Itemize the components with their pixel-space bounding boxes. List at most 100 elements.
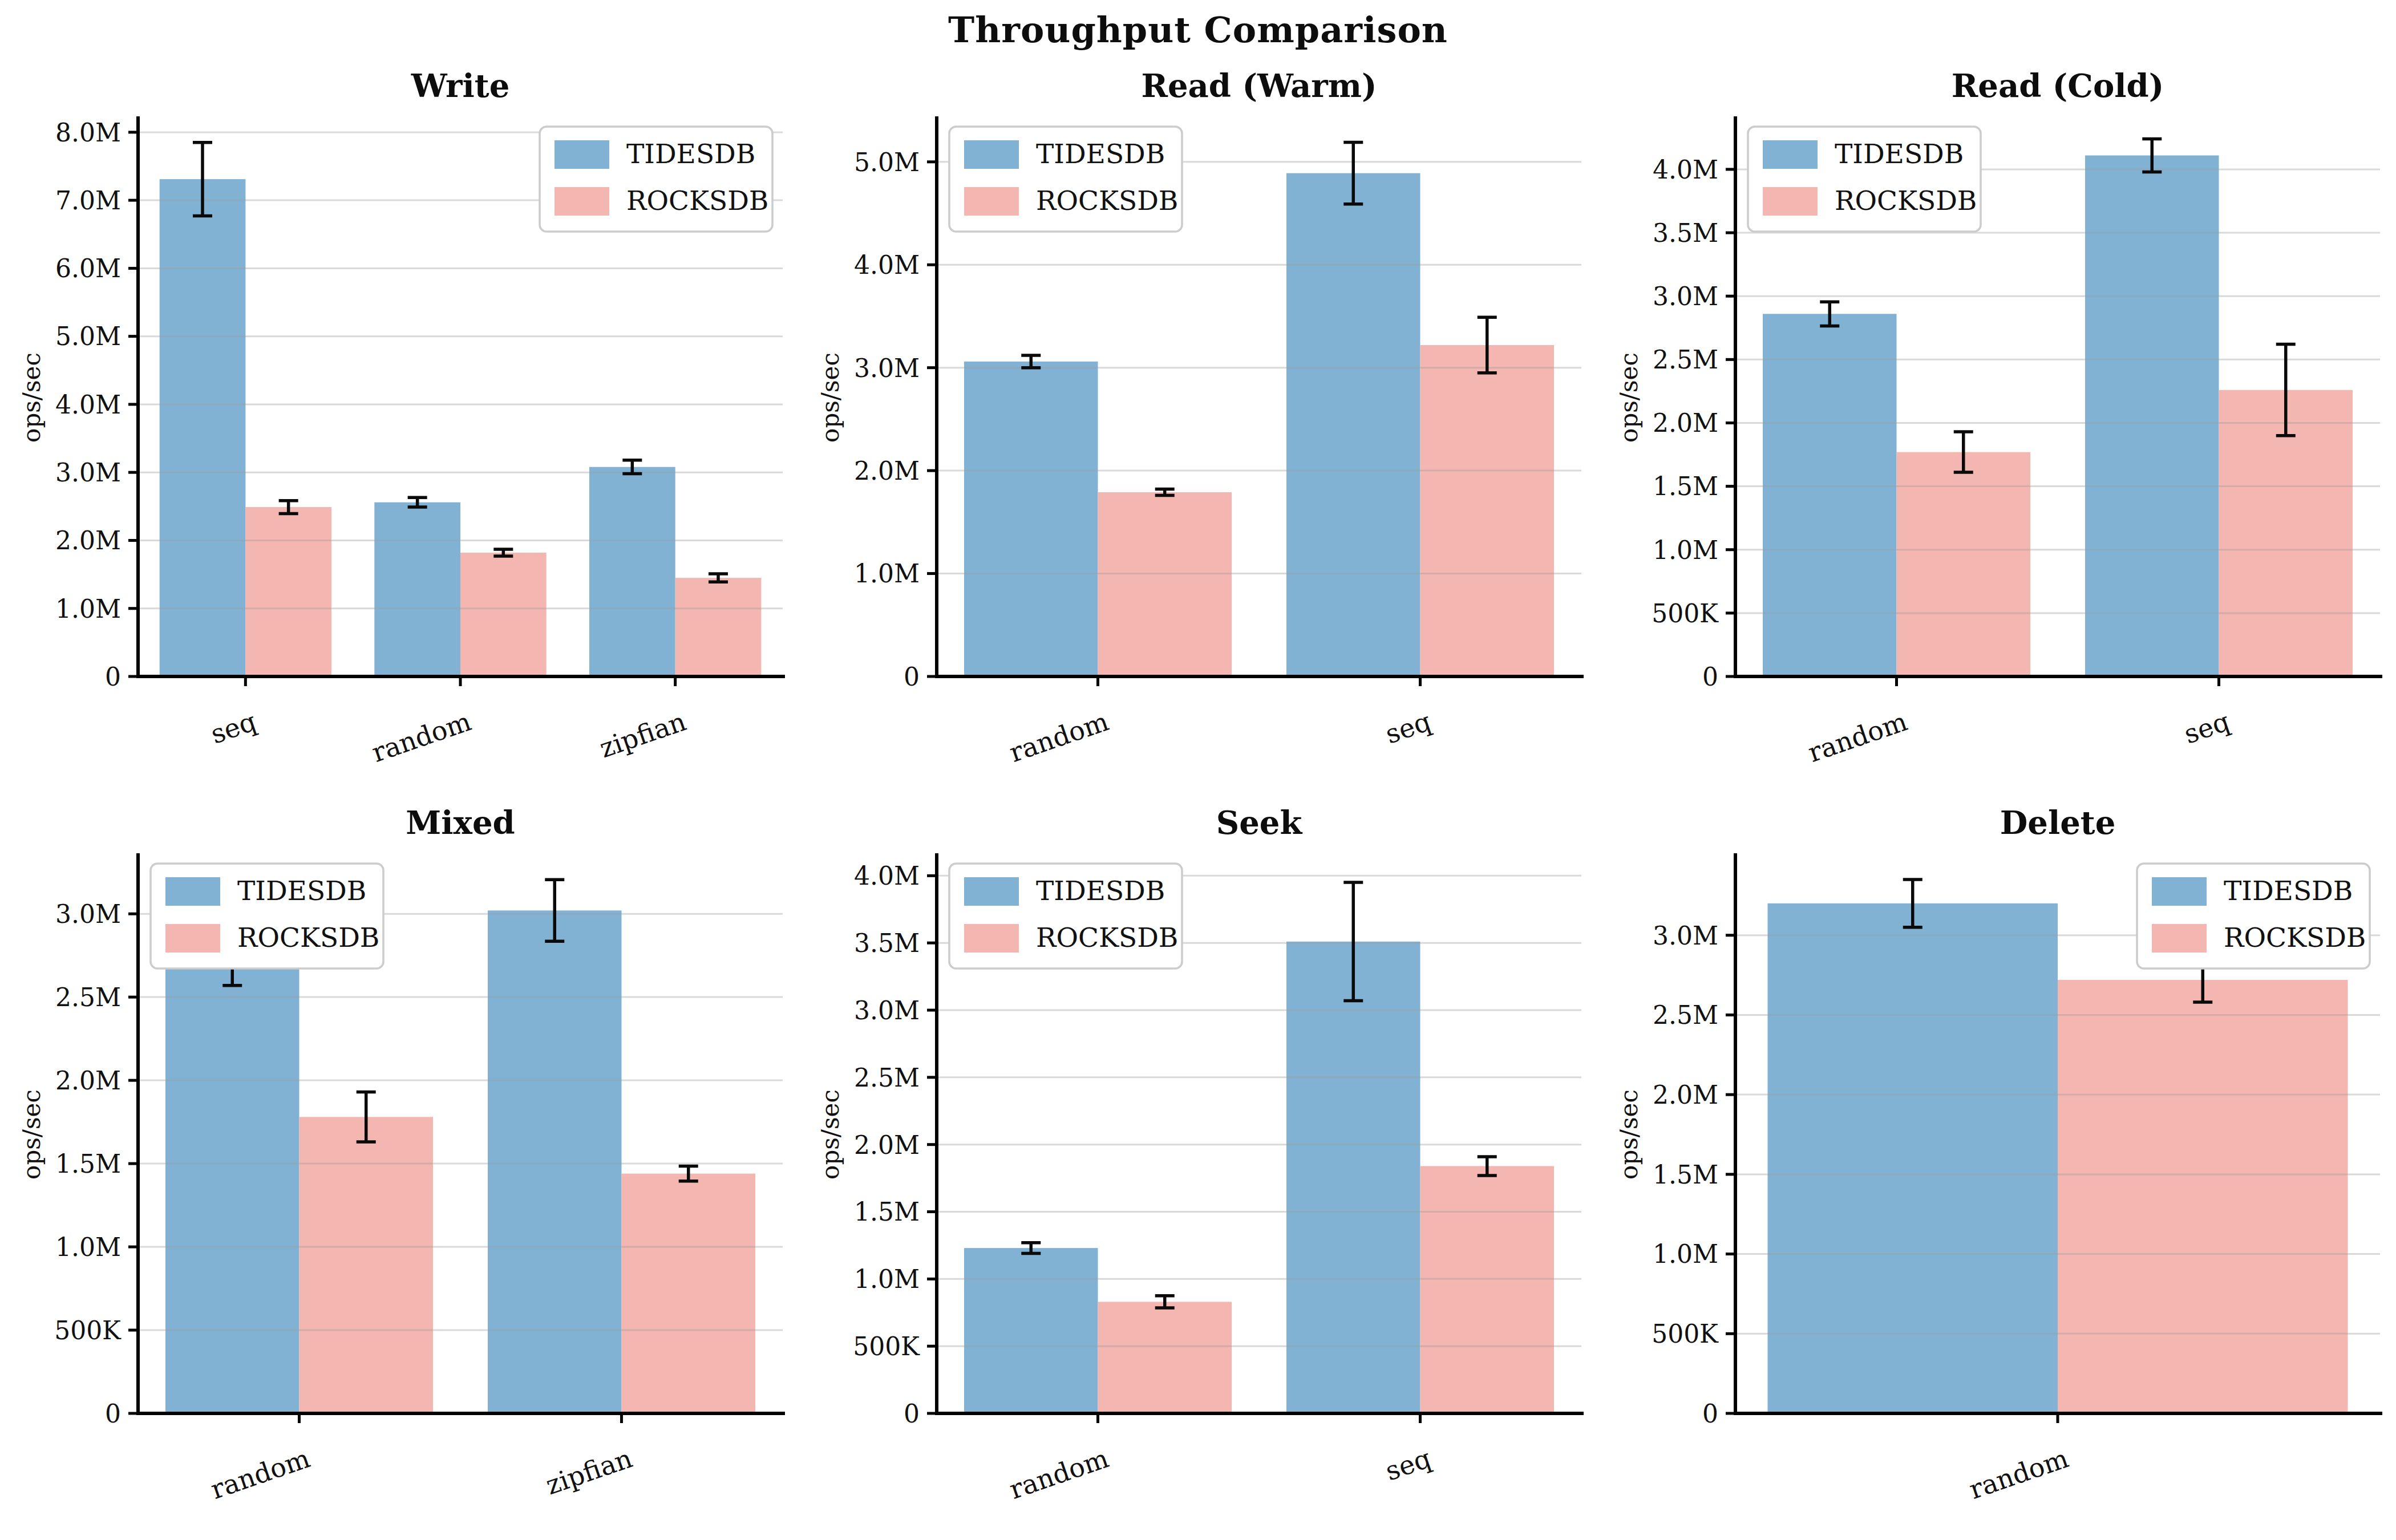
y-tick-label: 2.0M: [1653, 1080, 1718, 1109]
x-tick-label-seq: seq: [2180, 706, 2233, 749]
legend-swatch-rocksdb: [2152, 924, 2207, 953]
chart-seek: 0500K1.0M1.5M2.0M2.5M3.0M3.5M4.0Mrandoms…: [799, 801, 1597, 1538]
y-tick-label: 0: [1702, 662, 1718, 691]
legend-label-tidesdb: TIDESDB: [1036, 875, 1165, 906]
y-axis: 0500K1.0M1.5M2.0M2.5M3.0M: [1652, 921, 1735, 1428]
y-tick-label: 1.0M: [854, 559, 920, 588]
y-tick-label: 3.0M: [854, 996, 920, 1025]
bar-rocksdb-seq: [1420, 1166, 1555, 1413]
y-tick-label: 3.0M: [55, 899, 121, 929]
bar-tidesdb-random: [374, 502, 460, 676]
chart-read-warm: 01.0M2.0M3.0M4.0M5.0Mrandomseqops/secRea…: [799, 64, 1597, 801]
bar-tidesdb-random: [1763, 314, 1897, 676]
y-axis: 01.0M2.0M3.0M4.0M5.0M6.0M7.0M8.0M: [55, 118, 138, 691]
y-axis-label: ops/sec: [816, 352, 844, 443]
x-tick-label-seq: seq: [207, 706, 260, 749]
bars-layer: [160, 179, 762, 676]
y-tick-label: 0: [1702, 1399, 1718, 1428]
legend: TIDESDB ROCKSDB: [540, 127, 772, 232]
legend-label-tidesdb: TIDESDB: [2224, 875, 2353, 906]
x-tick-label-zipfian: zipfian: [542, 1442, 636, 1501]
bar-rocksdb-random: [460, 553, 547, 676]
x-axis: seqrandomzipfian: [207, 676, 690, 768]
y-tick-label: 1.5M: [1653, 472, 1718, 501]
bar-rocksdb-zipfian: [622, 1174, 756, 1413]
legend-label-tidesdb: TIDESDB: [237, 875, 366, 906]
y-tick-label: 2.0M: [55, 526, 121, 555]
chart-title: Delete: [2000, 804, 2116, 841]
legend: TIDESDBROCKSDB: [949, 127, 1182, 232]
legend: TIDESDB ROCKSDB: [1748, 127, 1981, 232]
chart-read-cold: 0500K1.0M1.5M2.0M2.5M3.0M3.5M4.0Mrandoms…: [1597, 64, 2396, 801]
legend-swatch-rocksdb: [964, 187, 1019, 216]
y-tick-label: 500K: [1652, 599, 1719, 628]
y-tick-label: 5.0M: [854, 148, 920, 177]
bars-layer: [964, 173, 1554, 676]
bar-rocksdb-random: [1098, 1302, 1232, 1413]
subplot-seek: 0500K1.0M1.5M2.0M2.5M3.0M3.5M4.0Mrandoms…: [799, 801, 1597, 1538]
legend-swatch-tidesdb: [964, 140, 1019, 169]
y-tick-label: 1.5M: [1653, 1160, 1718, 1189]
y-tick-label: 2.0M: [1653, 408, 1718, 437]
legend-swatch-tidesdb: [165, 877, 220, 906]
y-tick-label: 1.0M: [1653, 1239, 1718, 1269]
bar-tidesdb-random: [964, 1248, 1098, 1413]
y-tick-label: 2.0M: [55, 1066, 121, 1095]
y-tick-label: 2.5M: [55, 983, 121, 1012]
y-axis-label: ops/sec: [18, 352, 46, 443]
legend-swatch-tidesdb: [964, 877, 1019, 906]
chart-write: 01.0M2.0M3.0M4.0M5.0M6.0M7.0M8.0Mseqrand…: [0, 64, 799, 801]
legend: TIDESDB ROCKSDB: [151, 864, 383, 968]
bar-tidesdb-zipfian: [589, 467, 675, 676]
legend-label-rocksdb: ROCKSDB: [1835, 185, 1977, 216]
legend-label-tidesdb: TIDESDB: [626, 138, 755, 169]
chart-title: Mixed: [406, 804, 515, 841]
bar-tidesdb-zipfian: [488, 910, 622, 1413]
chart-title: Write: [411, 67, 510, 104]
x-tick-label-random: random: [368, 706, 475, 768]
y-axis: 01.0M2.0M3.0M4.0M5.0M: [854, 148, 937, 691]
legend-swatch-rocksdb: [165, 924, 220, 953]
y-axis-label: ops/sec: [1615, 352, 1643, 443]
x-axis: randomzipfian: [207, 1413, 636, 1505]
x-tick-label-seq: seq: [1382, 1442, 1435, 1486]
y-axis-label: ops/sec: [816, 1089, 844, 1180]
y-tick-label: 3.5M: [1653, 218, 1718, 248]
x-axis: random: [1965, 1413, 2073, 1505]
bar-tidesdb-seq: [1286, 942, 1420, 1413]
charts-grid: 01.0M2.0M3.0M4.0M5.0M6.0M7.0M8.0Mseqrand…: [0, 64, 2396, 1538]
bar-rocksdb-random: [1098, 492, 1232, 676]
y-tick-label: 1.0M: [1653, 536, 1718, 565]
x-tick-label-random: random: [1804, 706, 1911, 768]
y-axis-label: ops/sec: [18, 1089, 46, 1180]
legend-swatch-tidesdb: [1763, 140, 1818, 169]
bars-layer: [964, 942, 1554, 1413]
bar-rocksdb-random: [300, 1117, 434, 1413]
legend-label-tidesdb: TIDESDB: [1835, 138, 1964, 169]
y-tick-label: 0: [904, 662, 920, 691]
chart-title: Seek: [1216, 804, 1303, 841]
y-tick-label: 2.0M: [854, 456, 920, 485]
bar-tidesdb-seq: [2085, 156, 2219, 677]
legend-swatch-tidesdb: [2152, 877, 2207, 906]
subplot-read-cold: 0500K1.0M1.5M2.0M2.5M3.0M3.5M4.0Mrandoms…: [1597, 64, 2396, 801]
y-tick-label: 7.0M: [55, 186, 121, 215]
y-tick-label: 4.0M: [1653, 155, 1718, 184]
bar-tidesdb-seq: [160, 179, 246, 676]
figure-title: Throughput Comparison: [0, 9, 2396, 51]
legend-label-rocksdb: ROCKSDB: [237, 922, 379, 953]
y-tick-label: 8.0M: [55, 118, 121, 147]
y-tick-label: 3.5M: [854, 929, 920, 958]
legend-label-rocksdb: ROCKSDB: [626, 185, 768, 216]
y-tick-label: 1.0M: [854, 1265, 920, 1294]
subplot-write: 01.0M2.0M3.0M4.0M5.0M6.0M7.0M8.0Mseqrand…: [0, 64, 799, 801]
x-tick-label-random: random: [1005, 706, 1112, 768]
bar-tidesdb-random: [1768, 903, 2058, 1413]
y-axis: 0500K1.0M1.5M2.0M2.5M3.0M3.5M4.0M: [853, 861, 937, 1428]
subplot-mixed: 0500K1.0M1.5M2.0M2.5M3.0Mrandomzipfianop…: [0, 801, 799, 1538]
x-axis: randomseq: [1005, 1413, 1435, 1505]
y-tick-label: 0: [904, 1399, 920, 1428]
x-axis: randomseq: [1005, 676, 1435, 768]
chart-title: Read (Cold): [1952, 67, 2164, 104]
y-tick-label: 1.0M: [55, 1233, 121, 1262]
